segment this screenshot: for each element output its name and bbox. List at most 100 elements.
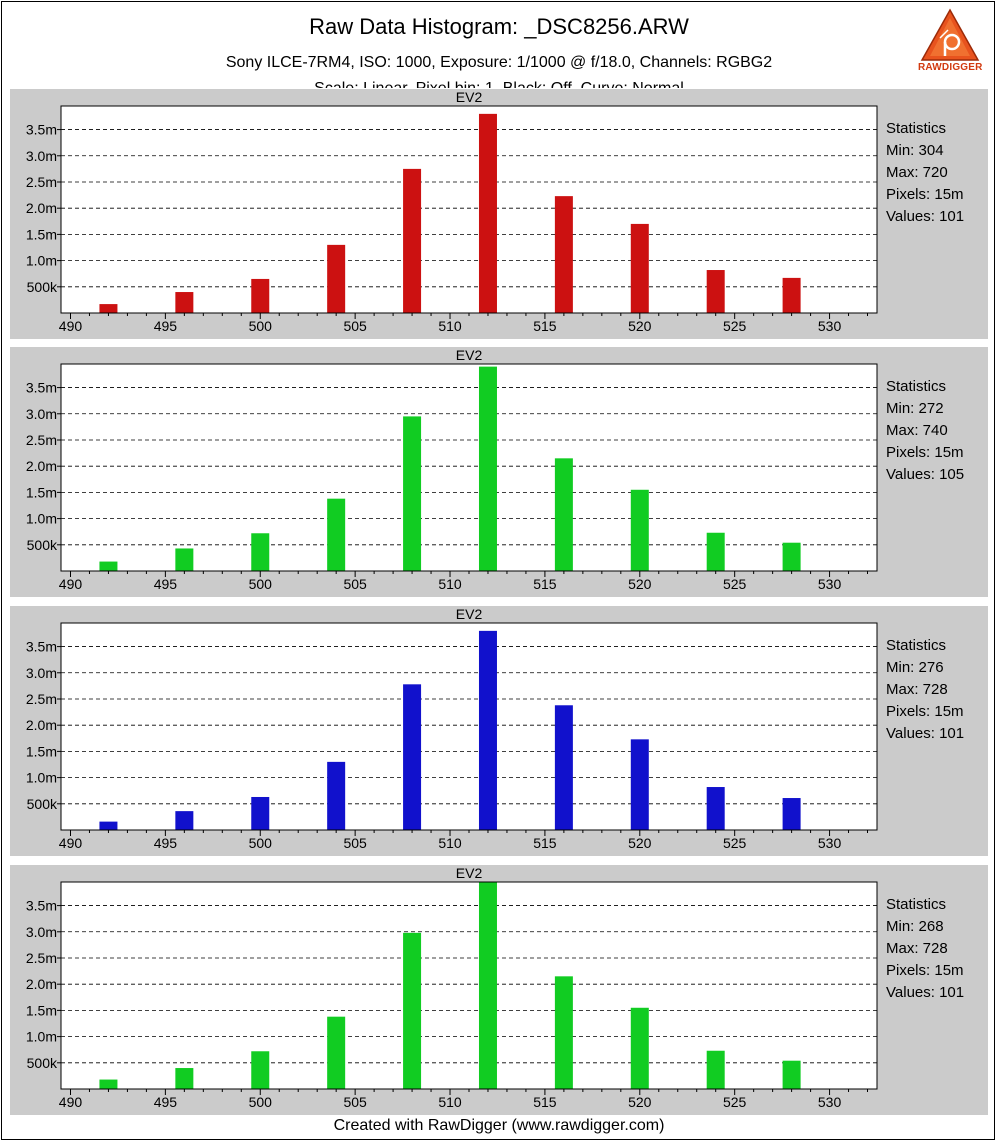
stats-line: Pixels: 15m — [886, 186, 964, 203]
plot-area — [61, 623, 877, 830]
bar — [478, 630, 497, 830]
bar — [782, 1060, 801, 1089]
y-tick-label: 1.5m — [26, 1002, 57, 1018]
histogram-chart-g: EV2 500k 1.0m 1.5m 2.0m 2.5m 3.0m 3.5m 490 495 500… — [26, 347, 964, 592]
report-settings-line: Scale: Linear, Pixel bin: 1, Black: Off,… — [2, 79, 994, 88]
chart-title: EV2 — [456, 606, 483, 622]
bar — [478, 366, 497, 571]
stats-line: Values: 101 — [886, 725, 964, 742]
stats-line: Values: 105 — [886, 466, 964, 483]
y-tick-label: 2.0m — [26, 200, 57, 216]
bar — [782, 798, 801, 830]
stats-line: Max: 728 — [886, 681, 948, 698]
y-tick-label: 2.5m — [26, 950, 57, 966]
y-tick-label: 2.5m — [26, 432, 57, 448]
stats-line: Pixels: 15m — [886, 962, 964, 979]
histogram-chart-r: EV2 500k 1.0m 1.5m 2.0m 2.5m 3.0m 3.5m 490 495 500… — [26, 89, 964, 334]
y-tick-label: 1.5m — [26, 226, 57, 242]
x-tick-label: 520 — [628, 835, 652, 851]
x-tick-label: 515 — [533, 576, 557, 592]
y-tick-label: 2.0m — [26, 717, 57, 733]
bar — [630, 223, 649, 313]
y-tick-label: 3.0m — [26, 924, 57, 940]
bar — [175, 811, 194, 830]
stats-line: Max: 720 — [886, 164, 948, 181]
rawdigger-logo-icon — [920, 8, 980, 61]
x-tick-label: 510 — [438, 576, 462, 592]
bar — [478, 882, 497, 1089]
y-tick-label: 3.5m — [26, 380, 57, 396]
stats-line: Pixels: 15m — [886, 703, 964, 720]
y-tick-label: 2.5m — [26, 691, 57, 707]
x-tick-label: 490 — [59, 576, 83, 592]
x-tick-label: 525 — [723, 576, 747, 592]
stats-line: Max: 728 — [886, 940, 948, 957]
x-tick-label: 495 — [154, 318, 178, 334]
bar — [554, 196, 573, 313]
bar — [782, 277, 801, 313]
bar — [327, 1016, 346, 1089]
y-tick-label: 3.0m — [26, 148, 57, 164]
y-tick-label: 1.0m — [26, 1029, 57, 1045]
bar — [782, 542, 801, 571]
bar — [99, 561, 118, 571]
y-tick-label: 1.0m — [26, 770, 57, 786]
bar — [630, 1007, 649, 1089]
bar — [175, 548, 194, 571]
x-tick-label: 505 — [343, 1094, 367, 1110]
y-tick-label: 1.0m — [26, 253, 57, 269]
x-tick-label: 500 — [249, 576, 273, 592]
x-tick-label: 520 — [628, 318, 652, 334]
bar — [175, 1068, 194, 1089]
stats-line: Values: 101 — [886, 984, 964, 1001]
stats-line: Min: 276 — [886, 659, 944, 676]
bar — [630, 739, 649, 830]
stats-line: Pixels: 15m — [886, 444, 964, 461]
histogram-panel-g: EV2 500k 1.0m 1.5m 2.0m 2.5m 3.0m 3.5m 490 495 500… — [10, 347, 988, 597]
bar — [251, 278, 270, 313]
y-tick-label: 2.0m — [26, 458, 57, 474]
x-tick-label: 525 — [723, 835, 747, 851]
bar — [99, 304, 118, 313]
x-tick-label: 490 — [59, 835, 83, 851]
x-tick-label: 495 — [154, 1094, 178, 1110]
x-tick-label: 495 — [154, 835, 178, 851]
report-subtitle: Sony ILCE-7RM4, ISO: 1000, Exposure: 1/1… — [225, 54, 773, 71]
bar — [403, 932, 422, 1089]
x-tick-label: 530 — [818, 835, 842, 851]
y-tick-label: 1.5m — [26, 484, 57, 500]
x-tick-label: 505 — [343, 835, 367, 851]
x-tick-label: 495 — [154, 576, 178, 592]
bar — [403, 684, 422, 830]
bar — [554, 705, 573, 830]
bar — [706, 532, 725, 571]
bar — [99, 821, 118, 830]
rawdigger-logo: RAWDIGGER — [918, 8, 982, 78]
y-tick-label: 1.0m — [26, 511, 57, 527]
stats-heading: Statistics — [886, 896, 946, 913]
y-tick-label: 3.5m — [26, 639, 57, 655]
bar — [403, 416, 422, 571]
y-tick-label: 2.5m — [26, 174, 57, 190]
y-tick-label: 1.5m — [26, 743, 57, 759]
plot-area — [61, 364, 877, 571]
bar — [630, 489, 649, 571]
bar — [327, 761, 346, 830]
bar — [403, 168, 422, 313]
bar — [706, 270, 725, 313]
histogram-panel-r: EV2 500k 1.0m 1.5m 2.0m 2.5m 3.0m 3.5m 490 495 500… — [10, 89, 988, 339]
bar — [478, 113, 497, 313]
stats-line: Max: 740 — [886, 422, 948, 439]
x-tick-label: 500 — [249, 835, 273, 851]
bar — [706, 1050, 725, 1089]
x-tick-label: 505 — [343, 576, 367, 592]
stats-line: Values: 101 — [886, 208, 964, 225]
histogram-panel-g2: EV2 500k 1.0m 1.5m 2.0m 2.5m 3.0m 3.5m 490 495 500… — [10, 865, 988, 1115]
y-tick-label: 500k — [27, 796, 58, 812]
x-tick-label: 515 — [533, 1094, 557, 1110]
bar — [175, 292, 194, 313]
histogram-chart-b: EV2 500k 1.0m 1.5m 2.0m 2.5m 3.0m 3.5m 490 495 500… — [26, 606, 964, 851]
y-tick-label: 3.0m — [26, 665, 57, 681]
bar — [251, 533, 270, 571]
